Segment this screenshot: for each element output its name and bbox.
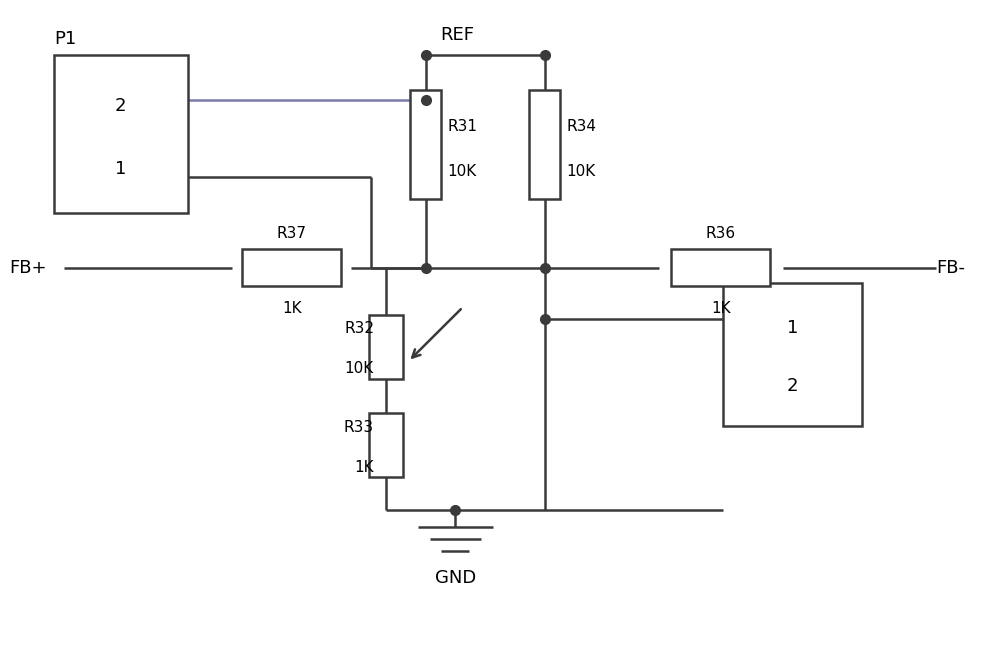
Text: REF: REF [441,26,475,43]
Bar [410,90,441,199]
Text: R36: R36 [706,226,736,241]
Text: R34: R34 [566,119,596,134]
Bar [369,413,403,477]
Text: GND: GND [435,569,476,587]
Bar [369,314,403,378]
Text: R37: R37 [277,226,307,241]
Text: 1K: 1K [354,459,374,475]
Text: 10K: 10K [566,164,596,179]
Text: 10K: 10K [345,361,374,376]
Text: 1K: 1K [282,302,302,316]
Text: P1: P1 [54,30,76,48]
Bar [54,56,188,214]
Text: FB-: FB- [936,259,965,277]
Text: 2: 2 [787,377,798,395]
Bar [529,90,560,199]
Text: 2: 2 [115,97,126,115]
Text: P3: P3 [723,257,746,274]
Bar [242,249,341,287]
Bar [671,249,770,287]
Text: 10K: 10K [447,164,477,179]
Bar [723,283,862,426]
Text: R33: R33 [344,420,374,435]
Text: FB+: FB+ [9,259,47,277]
Text: R31: R31 [447,119,477,134]
Text: 1: 1 [787,320,798,337]
Text: R32: R32 [344,322,374,336]
Text: 1: 1 [115,160,126,178]
Text: 1K: 1K [711,302,730,316]
